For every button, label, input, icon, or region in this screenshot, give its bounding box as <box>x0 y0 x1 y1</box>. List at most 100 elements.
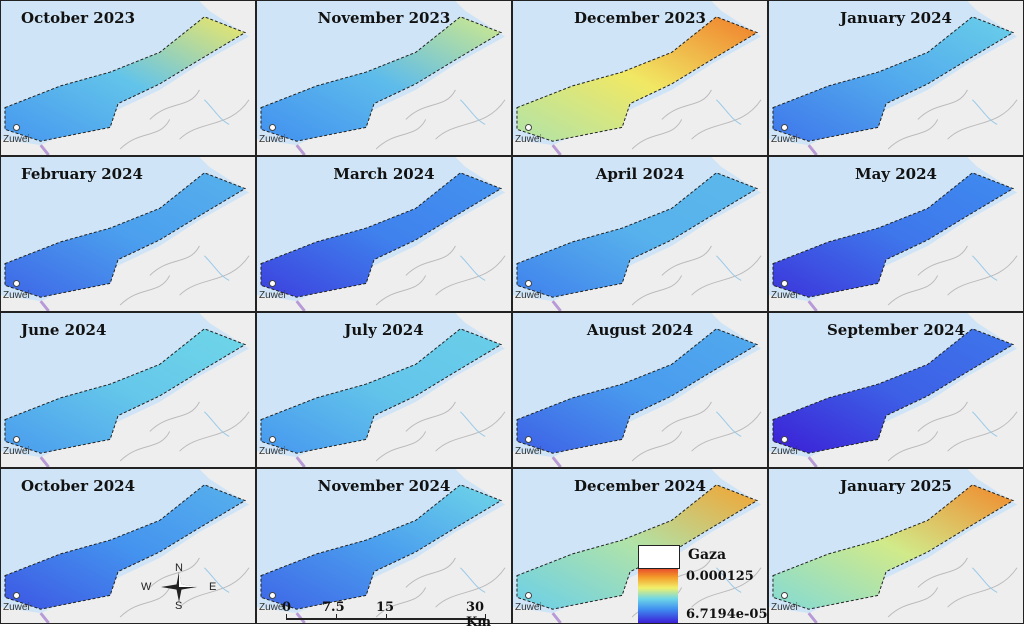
map-canvas <box>769 157 1023 311</box>
town-label: Zuwei <box>515 446 542 457</box>
town-marker-icon <box>269 280 276 287</box>
compass-east: E <box>209 581 217 593</box>
scale-bar: 0 7.5 15 30 Km <box>280 600 500 630</box>
map-panel: October 2023 Zuwei <box>0 0 256 156</box>
town-label: Zuwei <box>771 602 798 613</box>
town-marker-icon <box>525 124 532 131</box>
town-marker-icon <box>13 124 20 131</box>
town-marker-icon <box>269 592 276 599</box>
legend-min-value: 6.7194e-05 <box>686 607 768 622</box>
town-marker-icon <box>13 592 20 599</box>
town-label: Zuwei <box>3 290 30 301</box>
map-canvas <box>513 313 767 467</box>
town-marker-icon <box>525 436 532 443</box>
town-marker-icon <box>781 124 788 131</box>
town-marker-icon <box>13 280 20 287</box>
scale-tick <box>336 614 337 620</box>
panel-title: April 2024 <box>595 165 685 183</box>
town-marker-icon <box>269 124 276 131</box>
map-panel: October 2024 Zuwei <box>0 468 256 624</box>
map-panel: January 2024 Zuwei <box>768 0 1024 156</box>
town-marker-icon <box>525 592 532 599</box>
town-marker-icon <box>781 436 788 443</box>
panel-title: January 2025 <box>840 477 952 495</box>
town-marker-icon <box>781 592 788 599</box>
panel-title: August 2024 <box>586 321 694 339</box>
panel-title: February 2024 <box>21 165 143 183</box>
town-label: Zuwei <box>771 134 798 145</box>
scale-tick <box>485 614 486 620</box>
map-canvas <box>1 157 255 311</box>
map-canvas <box>1 1 255 155</box>
map-canvas <box>257 1 511 155</box>
color-ramp <box>638 569 678 623</box>
map-panel: September 2024 Zuwei <box>768 312 1024 468</box>
town-marker-icon <box>13 436 20 443</box>
panel-title: June 2024 <box>21 321 107 339</box>
map-canvas <box>513 157 767 311</box>
panel-title: May 2024 <box>854 165 937 183</box>
town-label: Zuwei <box>771 446 798 457</box>
town-label: Zuwei <box>771 290 798 301</box>
map-panel: December 2023 Zuwei <box>512 0 768 156</box>
panel-title: November 2024 <box>317 477 451 495</box>
map-panel: November 2024 Zuwei <box>256 468 512 624</box>
town-label: Zuwei <box>3 446 30 457</box>
scale-label-1: 7.5 <box>322 600 345 615</box>
map-panel: February 2024 Zuwei <box>0 156 256 312</box>
legend-boundary-label: Gaza <box>688 547 727 563</box>
town-marker-icon <box>269 436 276 443</box>
town-label: Zuwei <box>515 134 542 145</box>
panel-title: October 2023 <box>21 9 136 27</box>
scale-label-2: 15 <box>376 600 395 615</box>
panel-title: December 2024 <box>573 477 706 495</box>
scale-label-3: 30 Km <box>466 600 492 630</box>
map-canvas <box>513 1 767 155</box>
town-label: Zuwei <box>259 290 286 301</box>
map-panel: July 2024 Zuwei <box>256 312 512 468</box>
panel-title: September 2024 <box>826 321 966 339</box>
map-canvas <box>769 1 1023 155</box>
town-label: Zuwei <box>3 134 30 145</box>
map-panel: May 2024 Zuwei <box>768 156 1024 312</box>
compass-south: S <box>175 600 183 612</box>
map-panel: January 2025 Zuwei <box>768 468 1024 624</box>
north-arrow: N S W E <box>133 562 217 614</box>
panel-title: July 2024 <box>344 321 424 339</box>
legend-max-value: 0.000125 <box>686 569 754 584</box>
town-label: Zuwei <box>259 446 286 457</box>
map-canvas <box>769 469 1023 623</box>
panel-title: December 2023 <box>573 9 706 27</box>
map-panel: November 2023 Zuwei <box>256 0 512 156</box>
scale-tick <box>286 614 287 620</box>
scale-tick <box>386 614 387 620</box>
legend: Gaza 0.000125 6.7194e-05 <box>638 545 778 625</box>
town-label: Zuwei <box>515 602 542 613</box>
town-label: Zuwei <box>259 602 286 613</box>
map-panel: August 2024 Zuwei <box>512 312 768 468</box>
map-panel: March 2024 Zuwei <box>256 156 512 312</box>
scale-label-0: 0 <box>282 600 292 615</box>
map-canvas <box>769 313 1023 467</box>
panel-title: October 2024 <box>21 477 136 495</box>
boundary-swatch <box>638 545 680 569</box>
map-canvas <box>257 313 511 467</box>
map-canvas <box>1 313 255 467</box>
town-marker-icon <box>525 280 532 287</box>
map-canvas <box>257 157 511 311</box>
town-label: Zuwei <box>3 602 30 613</box>
map-canvas <box>1 469 255 623</box>
town-label: Zuwei <box>259 134 286 145</box>
panel-title: November 2023 <box>317 9 451 27</box>
panel-title: March 2024 <box>333 165 435 183</box>
map-panel: June 2024 Zuwei <box>0 312 256 468</box>
panel-title: January 2024 <box>840 9 952 27</box>
map-panel: April 2024 Zuwei <box>512 156 768 312</box>
town-label: Zuwei <box>515 290 542 301</box>
map-canvas <box>257 469 511 623</box>
compass-west: W <box>141 581 152 593</box>
compass-rose-icon <box>161 572 197 602</box>
compass-north: N <box>175 562 183 574</box>
town-marker-icon <box>781 280 788 287</box>
